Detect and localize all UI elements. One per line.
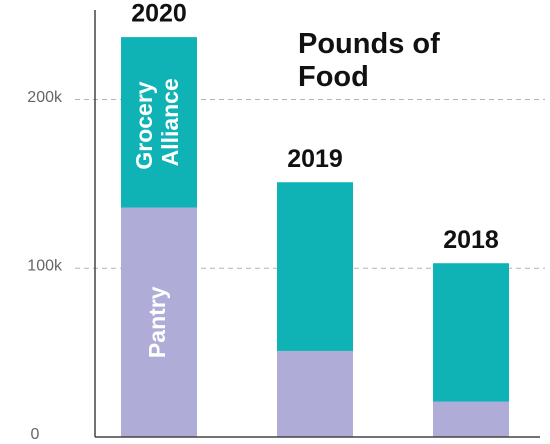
category-label: 2018 (443, 226, 499, 254)
legend-label: Grocery Alliance (131, 75, 183, 170)
category-label: 2019 (287, 145, 343, 173)
bar-segment (121, 207, 197, 437)
y-tick-label: 100k (27, 257, 63, 274)
bar-segment (433, 401, 509, 437)
bar-segment (277, 350, 353, 437)
legend-label: Pantry (144, 286, 170, 358)
bar-segment (433, 263, 509, 402)
bar-segment (121, 37, 197, 208)
chart-title: Pounds of Food (298, 28, 448, 93)
bar-segment (277, 182, 353, 351)
y-tick-label: 200k (27, 89, 63, 106)
category-label: 2020 (131, 0, 187, 28)
y-tick-label: 0 (31, 426, 40, 443)
